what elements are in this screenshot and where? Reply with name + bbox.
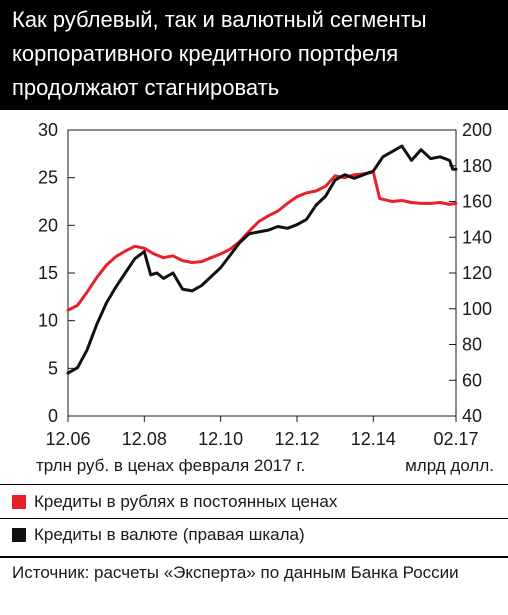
x-tick-label: 12.10 [198, 429, 243, 449]
legend-item-fx: Кредиты в валюте (правая шкала) [12, 525, 305, 545]
x-tick-label: 12.08 [122, 429, 167, 449]
legend-divider [0, 518, 508, 519]
source-note: Источник: расчеты «Эксперта» по данным Б… [12, 563, 459, 582]
series-line-rub [66, 170, 458, 312]
y-right-tick-label: 100 [462, 299, 492, 319]
series-line-fx [66, 144, 458, 375]
y-right-tick-label: 120 [462, 263, 492, 283]
x-tick-label: 02.17 [433, 429, 478, 449]
legend-label-fx: Кредиты в валюте (правая шкала) [34, 525, 305, 544]
y-right-tick-label: 40 [462, 406, 482, 426]
legend-swatch-red [12, 495, 26, 509]
y-left-tick-label: 0 [48, 406, 58, 426]
legend-item-rub: Кредиты в рублях в постоянных ценах [12, 492, 337, 512]
chart-title-line-3: продолжают стагнировать [12, 75, 280, 100]
y-left-tick-label: 20 [38, 215, 58, 235]
left-axis-unit-label: трлн руб. в ценах февраля 2017 г. [36, 456, 306, 475]
legend-label-rub: Кредиты в рублях в постоянных ценах [34, 492, 338, 511]
right-axis-unit-label: млрд долл. [405, 456, 494, 475]
chart-title-line-2: корпоративного кредитного портфеля [12, 41, 399, 66]
x-tick-label: 12.12 [274, 429, 319, 449]
y-left-tick-label: 5 [48, 358, 58, 378]
y-right-tick-label: 80 [462, 335, 482, 355]
legend-divider [0, 484, 508, 485]
y-left-tick-label: 30 [38, 120, 58, 140]
x-tick-label: 12.14 [351, 429, 396, 449]
y-left-tick-label: 10 [38, 311, 58, 331]
chart-title-block: Как рублевый, так и валютный сегменты ко… [0, 0, 508, 110]
source-divider [0, 556, 508, 558]
legend-swatch-black [12, 528, 26, 542]
y-right-tick-label: 160 [462, 192, 492, 212]
y-right-tick-label: 200 [462, 120, 492, 140]
y-left-tick-label: 15 [38, 263, 58, 283]
y-right-tick-label: 140 [462, 227, 492, 247]
y-right-tick-label: 60 [462, 370, 482, 390]
x-tick-label: 12.06 [45, 429, 90, 449]
chart-title-line-1: Как рублевый, так и валютный сегменты [12, 7, 427, 32]
line-chart: 0 5 10 15 20 25 30 40 60 80 100 120 140 160 180 200 12.0… [38, 120, 492, 449]
y-left-tick-label: 25 [38, 168, 58, 188]
y-right-tick-label: 180 [462, 156, 492, 176]
